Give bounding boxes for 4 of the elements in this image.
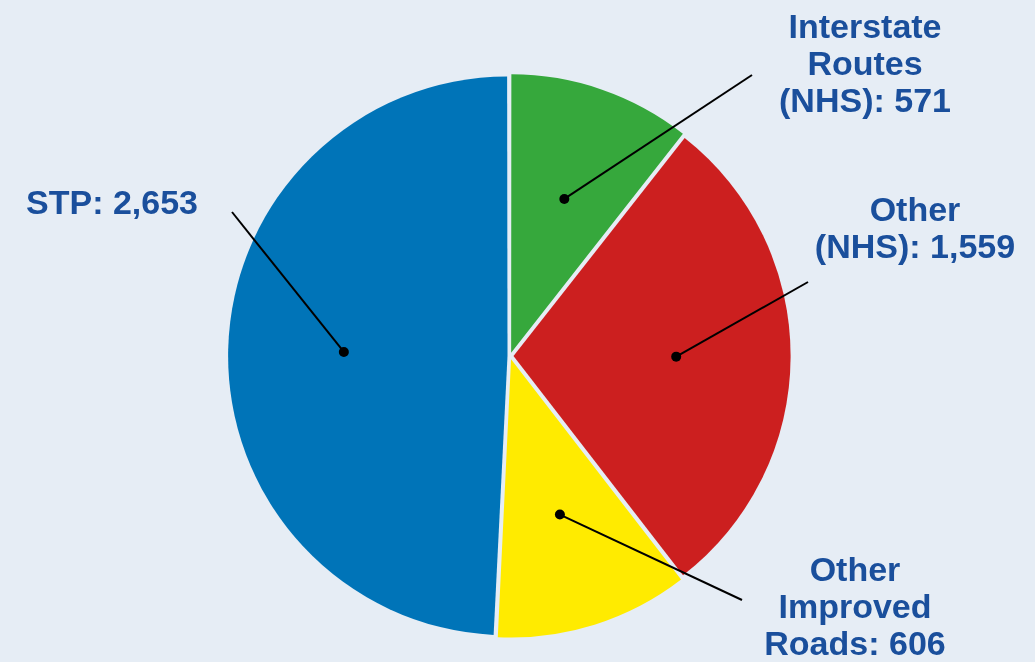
slice-label: STP: 2,653 [26,183,198,222]
slice-label: Other (NHS): 1,559 [814,190,1016,266]
slice-label: Interstate Routes (NHS): 571 [779,7,951,120]
slice-label: Other Improved Roads: 606 [764,550,946,662]
